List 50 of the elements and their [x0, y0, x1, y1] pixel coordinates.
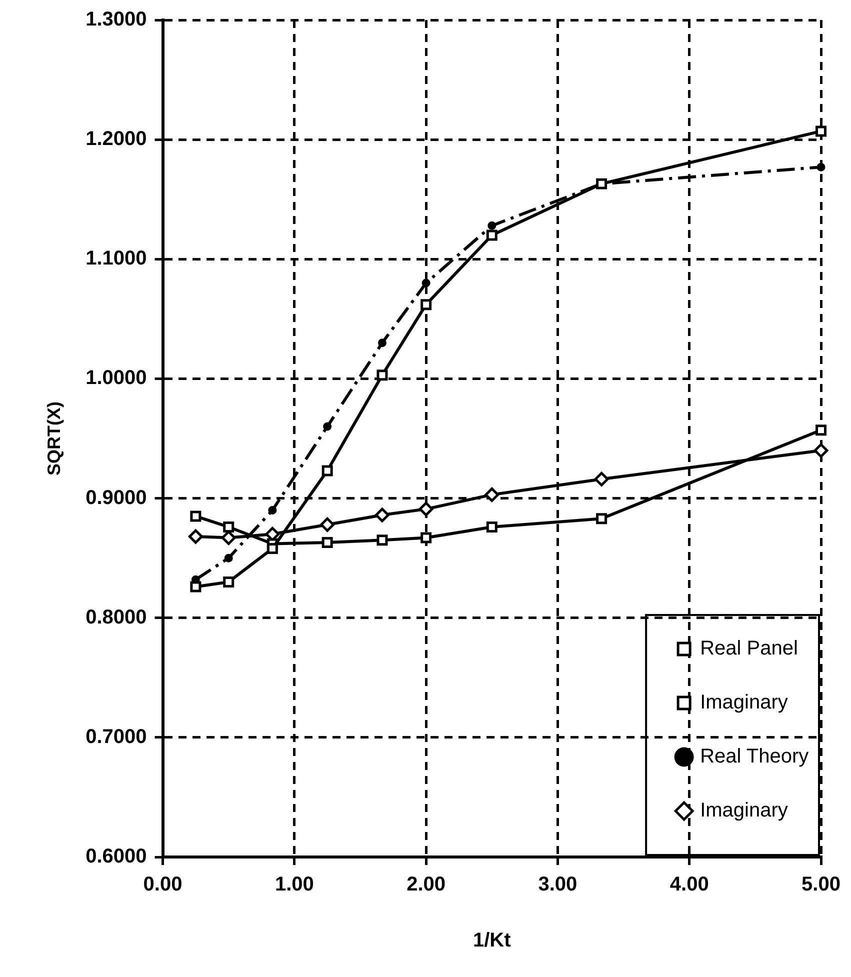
y-tick-label: 0.7000 — [86, 726, 147, 748]
point — [224, 554, 233, 562]
x-axis-title: 1/Kt — [472, 930, 512, 952]
y-tick-label: 0.6000 — [86, 846, 147, 868]
point — [266, 543, 278, 554]
point — [486, 521, 498, 532]
point — [376, 370, 388, 381]
x-tick-label: 5.00 — [802, 874, 840, 896]
x-tick-label: 4.00 — [670, 874, 709, 896]
point — [322, 465, 333, 476]
point — [190, 510, 202, 522]
point — [596, 513, 608, 524]
point — [374, 508, 390, 522]
point — [268, 506, 277, 514]
legend-label: Real Panel — [700, 638, 798, 660]
y-axis-title: SQRT(X) — [44, 402, 64, 476]
point — [422, 278, 430, 288]
x-tick-label: 1.00 — [274, 874, 314, 896]
y-tick-label: 1.2000 — [86, 128, 147, 150]
point — [816, 162, 826, 172]
x-tick-label: 2.00 — [406, 874, 446, 896]
point — [420, 532, 432, 544]
point — [484, 487, 500, 502]
x-tick-label: 3.00 — [538, 874, 578, 896]
point — [488, 221, 496, 230]
y-tick-label: 1.0000 — [86, 367, 147, 390]
legend-label: Imaginary — [700, 692, 788, 714]
y-tick-label: 0.8000 — [86, 606, 147, 628]
point — [223, 576, 234, 588]
point — [323, 422, 332, 431]
point — [418, 502, 434, 516]
y-tick-label: 1.3000 — [86, 8, 147, 31]
x-tick-label: 0.00 — [143, 874, 182, 896]
point — [594, 472, 609, 486]
y-tick-label: 0.9000 — [86, 486, 147, 509]
point — [376, 534, 388, 546]
point — [322, 537, 333, 548]
point — [378, 338, 386, 348]
point — [188, 529, 203, 544]
y-tick-label: 1.1000 — [86, 248, 147, 270]
point — [420, 299, 432, 310]
legend-label: Real Theory — [700, 746, 809, 768]
point — [320, 517, 335, 532]
point — [816, 126, 826, 137]
point — [816, 424, 826, 436]
point — [223, 521, 234, 532]
legend-label: Imaginary — [700, 800, 788, 822]
point — [486, 230, 498, 241]
point — [814, 443, 828, 458]
point — [190, 581, 202, 592]
